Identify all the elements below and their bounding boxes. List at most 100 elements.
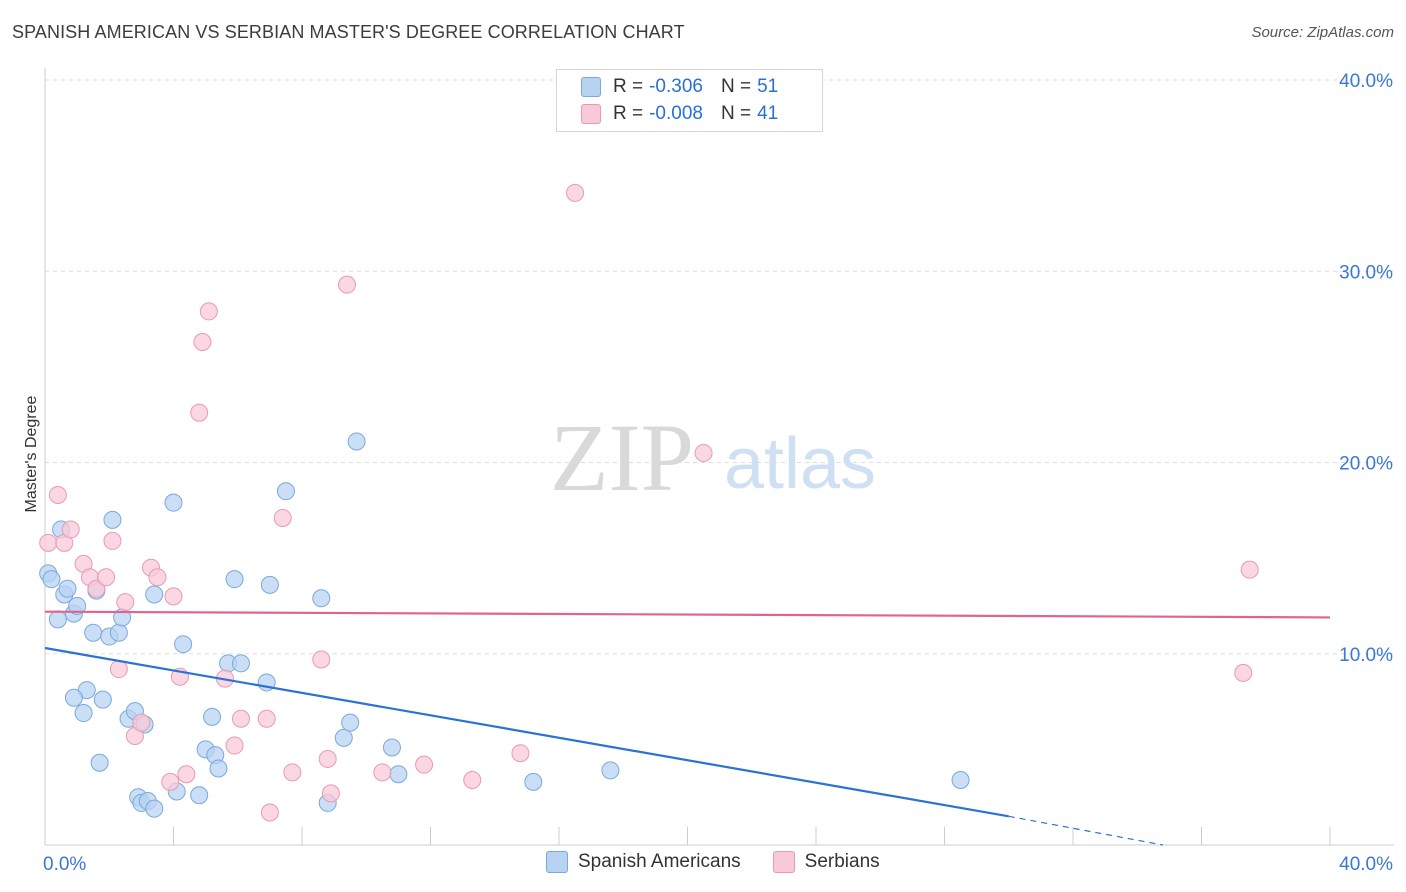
data-point-serbians	[116, 593, 135, 612]
legend-r-label: R =	[613, 76, 644, 97]
data-point-spanish-americans	[601, 761, 620, 780]
data-point-serbians	[193, 333, 212, 352]
data-point-serbians	[109, 660, 128, 679]
legend-row-serbians: R = -0.008 N = 41	[581, 102, 778, 126]
data-point-spanish-americans	[145, 585, 164, 604]
data-point-spanish-americans	[347, 432, 366, 451]
data-point-serbians	[318, 749, 337, 768]
legend-box: R = -0.306 N = 51 R = -0.008 N = 41	[556, 69, 823, 132]
legend-r-label: R =	[613, 103, 644, 124]
data-point-serbians	[337, 275, 356, 294]
data-point-serbians	[257, 709, 276, 728]
data-point-spanish-americans	[93, 690, 112, 709]
data-point-spanish-americans	[382, 738, 401, 757]
tick-labels-layer: 10.0% 20.0% 30.0% 40.0% 0.0% 40.0%	[43, 71, 1393, 875]
data-point-serbians	[199, 302, 218, 321]
data-point-serbians	[566, 183, 585, 202]
data-point-serbians	[164, 587, 183, 606]
y-tick-label: 40.0%	[1339, 71, 1393, 92]
legend-n-label: N =	[720, 76, 752, 97]
data-point-spanish-americans	[203, 707, 222, 726]
data-point-spanish-americans	[164, 493, 183, 512]
y-tick-label: 30.0%	[1339, 262, 1393, 283]
y-tick-label: 10.0%	[1339, 645, 1393, 666]
data-point-spanish-americans	[276, 482, 295, 501]
bottom-legend-item-serbians[interactable]: Serbians	[772, 851, 880, 873]
data-point-serbians	[283, 763, 302, 782]
data-point-serbians	[48, 486, 67, 505]
data-point-serbians	[61, 520, 80, 539]
data-point-serbians	[373, 763, 392, 782]
legend-swatch-blue	[581, 77, 601, 97]
data-point-serbians	[39, 533, 58, 552]
data-point-spanish-americans	[68, 596, 87, 615]
x-tick-label-max: 40.0%	[1339, 854, 1393, 875]
data-point-spanish-americans	[84, 623, 103, 642]
data-point-spanish-americans	[174, 635, 193, 654]
data-point-serbians	[694, 443, 713, 462]
data-point-spanish-americans	[145, 799, 164, 818]
data-point-spanish-americans	[90, 753, 109, 772]
data-point-serbians	[312, 650, 331, 669]
data-point-spanish-americans	[42, 570, 61, 589]
data-point-serbians	[225, 736, 244, 755]
trend-lines-layer	[44, 610, 1331, 846]
bottom-legend-label: Spanish Americans	[578, 851, 741, 872]
bottom-legend: Spanish Americans Serbians	[546, 851, 912, 873]
data-point-serbians	[177, 765, 196, 784]
data-point-spanish-americans	[312, 589, 331, 608]
data-point-serbians	[321, 784, 340, 803]
legend-swatch-pink	[581, 104, 601, 124]
data-point-serbians	[161, 772, 180, 791]
watermark-atlas: atlas	[724, 424, 876, 504]
points-layer	[39, 183, 1259, 822]
data-point-spanish-americans	[209, 759, 228, 778]
data-point-serbians	[463, 770, 482, 789]
legend-n-value: 41	[757, 103, 779, 124]
data-point-spanish-americans	[74, 704, 93, 723]
trend-line-serbians	[44, 610, 1331, 619]
data-point-spanish-americans	[109, 623, 128, 642]
data-point-serbians	[1234, 663, 1253, 682]
data-point-spanish-americans	[231, 654, 250, 673]
data-point-serbians	[511, 744, 530, 763]
data-point-serbians	[260, 803, 279, 822]
data-point-serbians	[273, 508, 292, 527]
data-point-serbians	[190, 403, 209, 422]
data-point-serbians	[87, 579, 106, 598]
data-point-spanish-americans	[524, 772, 543, 791]
data-point-spanish-americans	[334, 728, 353, 747]
data-point-spanish-americans	[190, 786, 209, 805]
x-tick-label-min: 0.0%	[43, 854, 86, 875]
data-point-serbians	[97, 568, 116, 587]
data-point-serbians	[415, 755, 434, 774]
data-point-spanish-americans	[341, 713, 360, 732]
watermark: ZIP atlas	[550, 404, 876, 511]
watermark-zip: ZIP	[550, 404, 694, 511]
axes-layer	[44, 68, 1394, 846]
data-point-spanish-americans	[103, 510, 122, 529]
data-point-serbians	[132, 713, 151, 732]
data-point-serbians	[1240, 560, 1259, 579]
bottom-legend-swatch-pink	[772, 851, 795, 873]
grid-layer	[45, 79, 1394, 655]
bottom-legend-item-spanish-americans[interactable]: Spanish Americans	[546, 851, 741, 873]
y-tick-label: 20.0%	[1339, 454, 1393, 475]
legend-r-value: -0.306	[649, 76, 703, 97]
data-point-spanish-americans	[48, 610, 67, 629]
data-point-serbians	[148, 568, 167, 587]
legend-n-value: 51	[757, 76, 779, 97]
trend-line-spanish-americans	[44, 646, 1009, 818]
legend-r-value: -0.008	[649, 103, 703, 124]
chart-title: SPANISH AMERICAN VS SERBIAN MASTER'S DEG…	[12, 22, 685, 42]
source-label: Source: ZipAtlas.com	[1251, 24, 1394, 41]
legend-n-label: N =	[720, 103, 752, 124]
data-point-spanish-americans	[951, 770, 970, 789]
data-point-spanish-americans	[64, 688, 83, 707]
data-point-spanish-americans	[58, 579, 77, 598]
bottom-legend-label: Serbians	[804, 851, 880, 872]
trend-line-extension-spanish-americans	[1008, 815, 1164, 846]
data-point-serbians	[103, 531, 122, 550]
data-point-spanish-americans	[389, 765, 408, 784]
